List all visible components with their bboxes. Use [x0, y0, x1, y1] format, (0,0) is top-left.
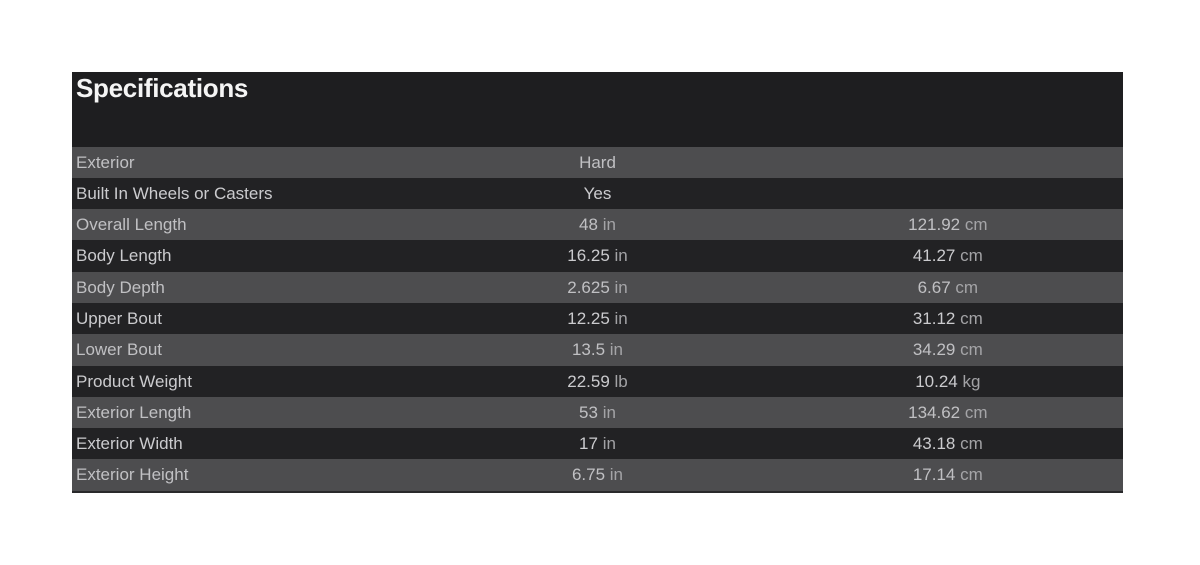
- spec-value-metric: 17.14 cm: [912, 465, 983, 485]
- spec-value-metric: 43.18 cm: [912, 434, 983, 454]
- unit-label: cm: [960, 465, 983, 485]
- spec-label: Body Length: [76, 246, 172, 266]
- spec-row: Exterior Length 53 in 134.62 cm: [72, 396, 1123, 429]
- spec-label: Exterior: [76, 152, 135, 172]
- unit-label: in: [614, 308, 628, 328]
- spec-rows: Exterior Hard Built In Wheels or Casters Ye…: [72, 146, 1123, 491]
- spec-value-metric: [773, 147, 1123, 178]
- spec-row: Overall Length 48 in 121.92 cm: [72, 209, 1123, 241]
- spec-value-imperial: 13.5 in: [571, 340, 624, 360]
- spec-value-metric: 31.12 cm: [912, 308, 983, 328]
- spec-value-imperial: 48 in: [579, 215, 616, 235]
- unit-label: in: [614, 277, 628, 297]
- unit-label: lb: [614, 371, 628, 391]
- spec-value-metric: 34.29 cm: [912, 340, 983, 360]
- spec-value-metric: 121.92 cm: [908, 215, 988, 235]
- spec-label: Overall Length: [76, 215, 187, 235]
- unit-label: kg: [962, 371, 981, 391]
- spec-value-imperial: 12.25 in: [567, 308, 628, 328]
- unit-label: cm: [960, 308, 983, 328]
- spec-row: Product Weight 22.59 lb 10.24 kg: [72, 365, 1123, 397]
- unit-label: cm: [960, 246, 983, 266]
- spec-label: Built In Wheels or Casters: [76, 183, 273, 203]
- spec-row: Exterior Height 6.75 in 17.14 cm: [72, 459, 1123, 491]
- unit-label: cm: [964, 402, 988, 422]
- unit-label: cm: [960, 340, 983, 360]
- spec-row: Upper Bout 12.25 in 31.12 cm: [72, 302, 1123, 335]
- spec-value-imperial: 6.75 in: [571, 465, 624, 485]
- spec-label: Exterior Height: [76, 465, 189, 485]
- spec-value-metric: 134.62 cm: [908, 402, 988, 422]
- spec-value-imperial: 22.59 lb: [567, 371, 628, 391]
- spec-value-imperial: 16.25 in: [567, 246, 628, 266]
- unit-label: cm: [960, 434, 983, 454]
- spec-value-imperial: Hard: [579, 152, 616, 172]
- spec-row: Body Length 16.25 in 41.27 cm: [72, 240, 1123, 272]
- spec-row: Exterior Hard: [72, 146, 1123, 178]
- spec-value-metric: 41.27 cm: [912, 246, 983, 266]
- unit-label: in: [609, 340, 624, 360]
- unit-label: in: [602, 402, 616, 422]
- spec-label: Upper Bout: [76, 308, 162, 328]
- spec-label: Body Depth: [76, 277, 165, 297]
- spec-value-imperial: Yes: [583, 183, 612, 203]
- spec-row: Built In Wheels or Casters Yes: [72, 177, 1123, 210]
- spec-value-imperial: 17 in: [579, 434, 616, 454]
- spec-value-metric: 6.67 cm: [917, 277, 979, 297]
- spec-value-imperial: 53 in: [579, 402, 616, 422]
- unit-label: in: [614, 246, 628, 266]
- spec-value-metric: 10.24 kg: [915, 371, 981, 391]
- unit-label: in: [602, 434, 616, 454]
- spec-row: Exterior Width 17 in 43.18 cm: [72, 428, 1123, 460]
- spec-value-metric: [773, 178, 1123, 209]
- spec-row: Body Depth 2.625 in 6.67 cm: [72, 271, 1123, 303]
- spec-label: Exterior Length: [76, 402, 192, 422]
- spec-label: Exterior Width: [76, 434, 183, 454]
- spec-label: Lower Bout: [76, 340, 162, 360]
- unit-label: in: [602, 215, 616, 235]
- specifications-header: Specifications: [72, 72, 1123, 147]
- specifications-table: Specifications Exterior Hard Built In Whee…: [72, 72, 1123, 493]
- unit-label: cm: [955, 277, 979, 297]
- spec-value-imperial: 2.625 in: [567, 277, 628, 297]
- specifications-title: Specifications: [76, 73, 249, 103]
- unit-label: cm: [964, 215, 988, 235]
- spec-row: Lower Bout 13.5 in 34.29 cm: [72, 334, 1123, 366]
- unit-label: in: [609, 465, 624, 485]
- spec-label: Product Weight: [76, 371, 192, 391]
